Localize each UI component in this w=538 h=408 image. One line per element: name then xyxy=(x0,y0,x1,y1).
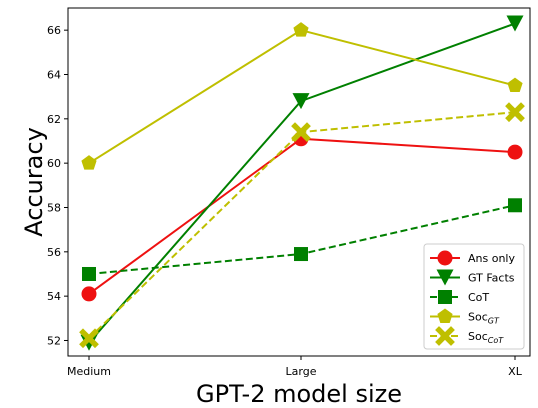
series-2-point-1 xyxy=(294,247,308,262)
y-tick-label-0: 52 xyxy=(47,334,61,347)
y-tick-label-6: 64 xyxy=(47,68,61,81)
series-0-point-2 xyxy=(507,144,523,160)
y-tick-label-1: 54 xyxy=(47,290,61,303)
plot-area xyxy=(79,15,525,351)
legend-label-0: Ans only xyxy=(468,252,515,265)
y-tick-label-2: 56 xyxy=(47,246,61,259)
legend-label-1: GT Facts xyxy=(468,272,515,285)
legend-marker-4 xyxy=(435,326,455,346)
series-4-point-2 xyxy=(505,102,525,123)
axes: 52 54 56 58 60 62 64 66 Medium Large XL xyxy=(47,24,523,378)
series-3-point-0 xyxy=(81,155,97,170)
series-0-point-0 xyxy=(81,286,97,302)
series-4-point-0 xyxy=(79,328,99,349)
legend-marker-0 xyxy=(437,250,453,266)
legend-entry-2: CoT xyxy=(430,290,489,304)
series-4-point-1 xyxy=(291,122,311,143)
legend-marker-1 xyxy=(436,269,454,286)
legend-entry-1: GT Facts xyxy=(430,269,515,286)
series-3-point-1 xyxy=(293,22,309,37)
x-tick-label-0: Medium xyxy=(67,365,111,378)
series-4 xyxy=(79,102,525,349)
series-1-point-1 xyxy=(292,93,310,110)
series-3 xyxy=(81,22,523,170)
series-2-point-2 xyxy=(508,198,522,213)
legend-entry-0: Ans only xyxy=(430,250,515,266)
y-tick-label-4: 60 xyxy=(47,157,61,170)
y-tick-label-7: 66 xyxy=(47,24,61,37)
y-axis-label: Accuracy xyxy=(20,127,48,237)
legend-marker-3 xyxy=(437,308,453,323)
legend-label-2: CoT xyxy=(468,291,489,304)
y-tick-label-3: 58 xyxy=(47,201,61,214)
series-2 xyxy=(82,198,522,281)
x-tick-label-2: XL xyxy=(508,365,523,378)
x-axis-label: GPT-2 model size xyxy=(196,380,402,408)
legend-marker-2 xyxy=(438,290,452,304)
plot-frame xyxy=(67,7,531,357)
y-tick-label-5: 62 xyxy=(47,113,61,126)
series-1-point-2 xyxy=(506,15,524,32)
x-tick-label-1: Large xyxy=(286,365,317,378)
series-2-point-0 xyxy=(82,266,96,281)
series-3-point-2 xyxy=(507,77,523,93)
